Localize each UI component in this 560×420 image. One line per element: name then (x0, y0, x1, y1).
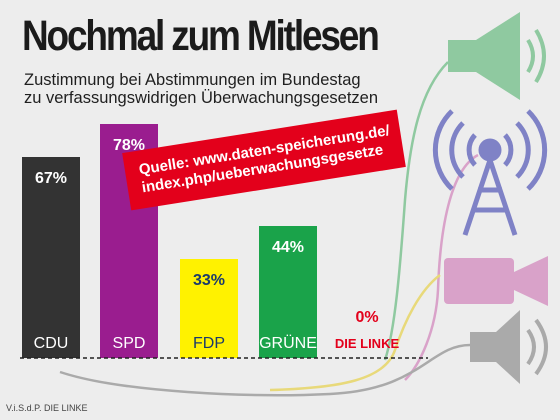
value-label-grüne: 44% (272, 239, 304, 256)
value-label-cdu: 67% (35, 170, 67, 187)
cable-green (383, 61, 449, 361)
speaker-icon (470, 310, 548, 384)
radio-tower-icon (432, 109, 548, 236)
bar-fdp (180, 259, 238, 358)
category-label-grüne: GRÜNE (259, 334, 317, 352)
bar-grüne (259, 226, 317, 358)
subtitle: Zustimmung bei Abstimmungen im Bundestag… (24, 71, 378, 107)
page-title: Nochmal zum Mitlesen (22, 12, 380, 60)
value-label-die-linke: 0% (355, 309, 378, 326)
video-camera-icon (444, 256, 548, 306)
footer-imprint: V.i.S.d.P. DIE LINKE (6, 403, 88, 413)
value-label-fdp: 33% (193, 272, 225, 289)
subtitle-line-1: Zustimmung bei Abstimmungen im Bundestag (24, 71, 361, 89)
category-label-spd: SPD (113, 335, 146, 352)
category-label-cdu: CDU (34, 335, 69, 352)
category-label-fdp: FDP (193, 335, 225, 352)
cable-yellow (269, 274, 441, 392)
bar-cdu (22, 157, 80, 358)
cable-gray (59, 343, 471, 397)
loudspeaker-icon (448, 12, 546, 100)
category-label-die-linke: DIE LINKE (335, 336, 400, 351)
subtitle-line-2: zu verfassungswidrigen Überwachungsgeset… (24, 89, 379, 107)
